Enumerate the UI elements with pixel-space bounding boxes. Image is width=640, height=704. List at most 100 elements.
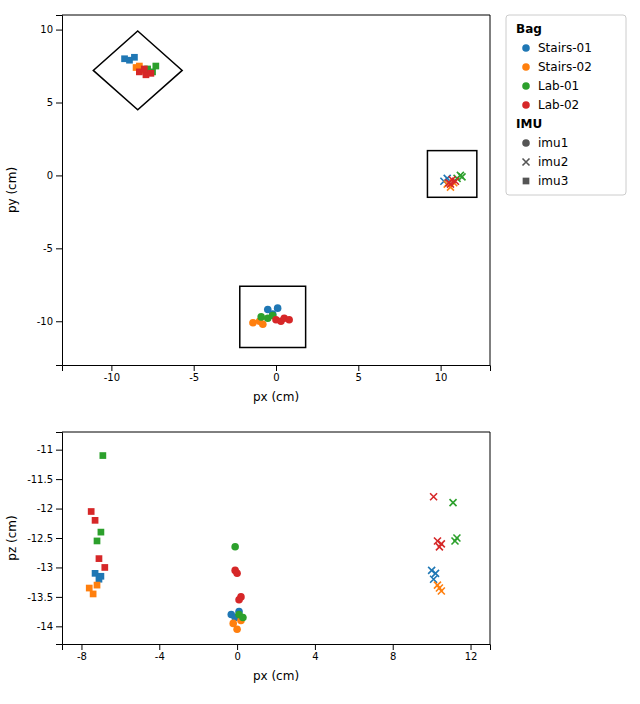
y-tick-label: -5 (43, 243, 53, 254)
point (451, 537, 458, 544)
legend-label: imu2 (538, 155, 568, 169)
point (101, 564, 108, 571)
series (434, 582, 445, 595)
y-tick-mark (56, 567, 62, 568)
x-tick: -5 (189, 365, 199, 383)
point (152, 63, 159, 70)
x-tick: 5 (356, 365, 362, 383)
series (428, 567, 439, 583)
y-tick-mark (56, 597, 62, 598)
y-tick-label: -13.5 (27, 592, 53, 603)
x-tick-mark (111, 365, 112, 371)
rect-outline (240, 286, 306, 347)
legend-symbol (522, 82, 530, 90)
legend-symbol (523, 178, 530, 185)
x-tick-label: -10 (104, 372, 120, 383)
point (432, 570, 439, 577)
y-tick-label: -10 (37, 316, 53, 327)
x-tick-label: 0 (234, 651, 240, 662)
series (430, 493, 445, 550)
series (88, 508, 108, 571)
y-tick: -12 (37, 503, 62, 514)
series (231, 567, 244, 604)
plot-frame (62, 15, 490, 16)
y-tick: -11 (37, 444, 62, 455)
legend-label: Stairs-01 (538, 41, 592, 55)
x-axis: -10 -5 0 5 10 (63, 365, 491, 383)
legend-box (506, 15, 626, 195)
point (148, 70, 155, 77)
marks (93, 31, 477, 347)
y-tick-label: 0 (47, 170, 53, 181)
x-tick-mark (159, 644, 160, 650)
diamond-outline (93, 31, 182, 110)
x-tick-label: 10 (435, 372, 448, 383)
x-tick-mark (393, 644, 394, 650)
y-tick-mark (56, 479, 62, 480)
point (141, 66, 148, 73)
y-tick-mark (56, 450, 62, 451)
x-tick-label: 0 (273, 372, 279, 383)
point (450, 499, 457, 506)
series (86, 582, 100, 598)
point (274, 304, 282, 312)
x-tick-label: 4 (312, 651, 318, 662)
plot-frame (62, 432, 490, 433)
point (231, 543, 239, 551)
x-tick-label: 5 (356, 372, 362, 383)
legend: BagStairs-01Stairs-02Lab-01Lab-02IMUimu1… (506, 15, 626, 195)
series (445, 176, 459, 187)
legend-symbol (522, 44, 530, 52)
point (430, 576, 437, 583)
point (459, 173, 466, 180)
y-tick: -10 (37, 316, 62, 327)
point (239, 614, 247, 622)
y-tick-label: -13 (37, 562, 53, 573)
x-tick-mark (237, 644, 238, 650)
y-tick-mark (56, 248, 62, 249)
point (96, 555, 103, 562)
point (285, 316, 293, 324)
x-tick: -8 (77, 644, 87, 662)
point (100, 452, 107, 459)
point (88, 508, 95, 515)
point (257, 313, 265, 321)
series (136, 66, 154, 79)
point (233, 625, 241, 633)
x-tick-mark (315, 644, 316, 650)
point (92, 517, 99, 524)
x-tick: 0 (273, 365, 279, 383)
x-tick: -10 (104, 365, 120, 383)
x-tick: 12 (465, 644, 478, 662)
legend-label: imu1 (538, 136, 568, 150)
legend-symbol (522, 139, 530, 147)
point (98, 573, 105, 580)
x-axis-line (63, 366, 491, 372)
x-axis-label: px (cm) (253, 390, 299, 404)
y-tick: 10 (40, 24, 62, 35)
point (94, 582, 101, 589)
x-tick: -4 (155, 644, 165, 662)
series (121, 54, 138, 64)
legend-title: Bag (516, 22, 542, 36)
marks (86, 452, 461, 633)
point (259, 320, 267, 328)
y-tick-mark (56, 321, 62, 322)
legend-title: IMU (516, 117, 542, 131)
y-tick: -14 (37, 621, 62, 632)
legend-symbol (522, 63, 530, 71)
x-tick-label: -5 (189, 372, 199, 383)
x-axis-label: px (cm) (253, 669, 299, 683)
y-tick-mark (56, 538, 62, 539)
point (233, 570, 241, 578)
point (249, 319, 257, 327)
y-tick: -13 (37, 562, 62, 573)
series (450, 499, 461, 544)
x-tick: 10 (435, 365, 448, 383)
x-tick-mark (358, 365, 359, 371)
legend-label: Stairs-02 (538, 60, 592, 74)
y-tick-mark (56, 175, 62, 176)
x-tick-label: 12 (465, 651, 478, 662)
y-axis-line (56, 433, 63, 645)
y-tick-mark (56, 30, 62, 31)
